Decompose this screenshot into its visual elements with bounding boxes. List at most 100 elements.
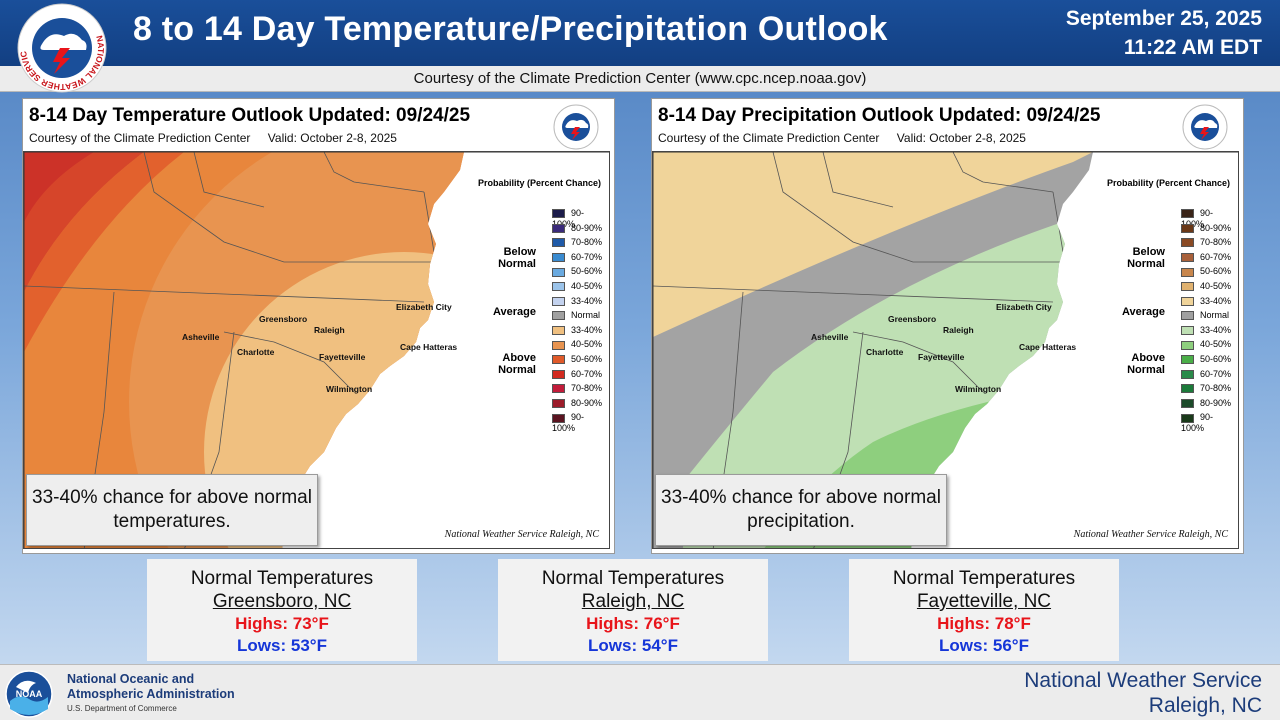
nws-mini-logo-icon bbox=[1182, 104, 1228, 150]
legend-swatch bbox=[552, 325, 565, 335]
legend-swatch bbox=[1181, 340, 1194, 350]
normals-box-greensboro: Normal Temperatures Greensboro, NC Highs… bbox=[147, 559, 417, 661]
legend-swatch bbox=[552, 296, 565, 306]
legend-label: 33-40% bbox=[1200, 324, 1232, 335]
normals-city: Greensboro, NC bbox=[212, 591, 352, 612]
normals-city: Fayetteville, NC bbox=[916, 591, 1052, 612]
legend-entry: 70-80% bbox=[552, 383, 602, 394]
legend-swatch bbox=[1181, 252, 1194, 262]
city-label-elizabeth-city: Elizabeth City bbox=[996, 302, 1052, 312]
courtesy-text: Courtesy of the Climate Prediction Cente… bbox=[658, 131, 880, 145]
legend-label: 50-60% bbox=[1200, 354, 1232, 364]
date-label: September 25, 2025 bbox=[1065, 7, 1262, 30]
normals-lows: Lows: 54°F bbox=[588, 636, 678, 655]
legend-entry: 70-80% bbox=[1181, 237, 1231, 248]
city-label-fayetteville: Fayetteville bbox=[918, 352, 965, 362]
temperature-panel-title: 8-14 Day Temperature Outlook Updated: 09… bbox=[29, 105, 471, 126]
legend-group-below: Below Normal bbox=[498, 246, 536, 270]
legend-entry: 60-70% bbox=[1181, 369, 1231, 380]
temperature-outlook-panel: 8-14 Day Temperature Outlook Updated: 09… bbox=[22, 98, 615, 554]
legend-label: 90-100% bbox=[1181, 412, 1214, 434]
noaa-name: National Oceanic and Atmospheric Adminis… bbox=[67, 672, 235, 702]
nws-office-line1: National Weather Service bbox=[1024, 669, 1262, 692]
precipitation-panel-title: 8-14 Day Precipitation Outlook Updated: … bbox=[658, 105, 1101, 126]
legend-label: 33-40% bbox=[1200, 295, 1232, 306]
legend-entry: 40-50% bbox=[1181, 339, 1231, 350]
normals-highs: Highs: 73°F bbox=[235, 614, 329, 633]
legend-swatch bbox=[552, 267, 565, 277]
legend-entry: 80-90% bbox=[1181, 398, 1231, 409]
legend-swatch bbox=[1181, 369, 1194, 379]
legend-label: 70-80% bbox=[1200, 383, 1232, 394]
precipitation-callout: 33-40% chance for above normal precipita… bbox=[655, 474, 947, 546]
normals-lows: Lows: 53°F bbox=[237, 636, 327, 655]
legend-swatch bbox=[1181, 209, 1194, 219]
legend-entry: 80-90% bbox=[1181, 223, 1231, 234]
legend-swatch bbox=[552, 282, 565, 292]
city-label-greensboro: Greensboro bbox=[259, 314, 308, 324]
legend-entry: 40-50% bbox=[552, 339, 602, 350]
legend-swatch bbox=[1181, 238, 1194, 248]
legend-group-below: Below Normal bbox=[1127, 246, 1165, 270]
legend-entry: Normal bbox=[552, 310, 600, 321]
legend-entry: 50-60% bbox=[1181, 266, 1231, 277]
legend-swatch bbox=[1181, 413, 1194, 423]
city-label-asheville: Asheville bbox=[811, 332, 849, 342]
legend-swatch bbox=[1181, 384, 1194, 394]
legend-swatch bbox=[1181, 282, 1194, 292]
city-label-cape-hatteras: Cape Hatteras bbox=[400, 342, 458, 352]
precipitation-panel-subtitle: Courtesy of the Climate Prediction Cente… bbox=[658, 131, 1040, 145]
city-label-wilmington: Wilmington bbox=[955, 384, 1002, 394]
page-title: 8 to 14 Day Temperature/Precipitation Ou… bbox=[133, 10, 888, 48]
normals-title: Normal Temperatures bbox=[892, 568, 1076, 589]
city-label-raleigh: Raleigh bbox=[943, 325, 974, 335]
city-label-asheville: Asheville bbox=[182, 332, 220, 342]
legend-swatch bbox=[552, 384, 565, 394]
legend-entry: 90-100% bbox=[1181, 412, 1235, 433]
map-credit: National Weather Service Raleigh, NC bbox=[444, 529, 599, 540]
nws-office-line2: Raleigh, NC bbox=[1148, 694, 1262, 717]
legend-entry: 50-60% bbox=[552, 266, 602, 277]
legend-swatch bbox=[1181, 398, 1194, 408]
nws-office: National Weather Service Raleigh, NC bbox=[1024, 668, 1262, 718]
nws-logo-icon: NATIONAL WEATHER SERVICE bbox=[10, 2, 107, 93]
legend-group-average: Average bbox=[1121, 306, 1165, 318]
legend-title: Probability (Percent Chance) bbox=[1107, 178, 1231, 188]
legend-entry: 90-100% bbox=[1181, 208, 1235, 229]
legend-entry: 70-80% bbox=[552, 237, 602, 248]
precipitation-legend: Probability (Percent Chance) Below Norma… bbox=[1101, 160, 1235, 460]
legend-entry: 33-40% bbox=[1181, 325, 1231, 336]
legend-label: 60-70% bbox=[1200, 251, 1232, 262]
normals-city: Raleigh, NC bbox=[581, 591, 685, 612]
legend-entry: 80-90% bbox=[552, 223, 602, 234]
valid-dates: Valid: October 2-8, 2025 bbox=[267, 131, 397, 145]
city-label-raleigh: Raleigh bbox=[314, 325, 345, 335]
map-credit: National Weather Service Raleigh, NC bbox=[1073, 529, 1228, 540]
normals-box-fayetteville: Normal Temperatures Fayetteville, NC Hig… bbox=[849, 559, 1119, 661]
legend-label: 40-50% bbox=[1200, 339, 1232, 350]
legend-swatch bbox=[552, 340, 565, 350]
noaa-logo-text: NOAA bbox=[16, 689, 43, 699]
legend-label: 80-90% bbox=[571, 397, 603, 408]
legend-swatch bbox=[1181, 267, 1194, 277]
temperature-callout: 33-40% chance for above normal temperatu… bbox=[26, 474, 318, 546]
legend-label: 33-40% bbox=[571, 295, 603, 306]
courtesy-bar: Courtesy of the Climate Prediction Cente… bbox=[0, 66, 1280, 92]
legend-entry: 80-90% bbox=[552, 398, 602, 409]
city-label-charlotte: Charlotte bbox=[866, 347, 904, 357]
header-bar: 8 to 14 Day Temperature/Precipitation Ou… bbox=[0, 0, 1280, 66]
normals-highs: Highs: 78°F bbox=[937, 614, 1031, 633]
temperature-panel-subtitle: Courtesy of the Climate Prediction Cente… bbox=[29, 131, 411, 145]
legend-label: 40-50% bbox=[1200, 281, 1232, 291]
legend-label: 60-70% bbox=[571, 251, 603, 262]
noaa-logo-icon: NOAA bbox=[5, 670, 53, 718]
legend-swatch bbox=[552, 369, 565, 379]
legend-entry: 40-50% bbox=[552, 281, 602, 292]
legend-label: 80-90% bbox=[1200, 222, 1232, 233]
noaa-line2: Atmospheric Administration bbox=[67, 687, 235, 701]
legend-entry: 70-80% bbox=[1181, 383, 1231, 394]
legend-entry: 50-60% bbox=[1181, 354, 1231, 365]
legend-entry: 90-100% bbox=[552, 208, 606, 229]
legend-label: 70-80% bbox=[1200, 237, 1232, 248]
legend-label: 80-90% bbox=[571, 222, 603, 233]
